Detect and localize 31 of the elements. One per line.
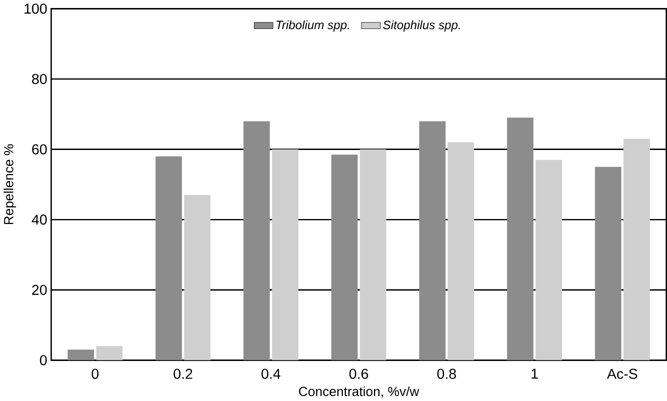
bar [68, 350, 94, 360]
y-tick-label: 80 [32, 74, 47, 84]
y-axis-title: Repellence % [4, 144, 16, 224]
bar [331, 154, 358, 360]
x-tick-label: 0.8 [437, 368, 456, 379]
bar [536, 160, 562, 360]
bar [243, 121, 270, 360]
y-tick-label: 0 [40, 354, 47, 366]
bar [184, 194, 210, 360]
legend-label: Sitophilus spp. [383, 20, 460, 32]
bar [360, 149, 386, 360]
x-tick-label: 0.4 [262, 368, 280, 379]
bar [448, 142, 474, 360]
bar [419, 121, 446, 360]
x-tick-label: 1 [532, 368, 538, 378]
x-axis-title: Concentration, %v/w [299, 386, 420, 398]
bar [96, 346, 123, 360]
bar [272, 149, 298, 360]
legend-label: Tribolium spp. [276, 20, 349, 32]
y-tick-label: 60 [32, 144, 47, 154]
y-tick-label: 40 [32, 214, 47, 224]
y-tick-label: 20 [32, 284, 47, 295]
x-tick-label: 0.2 [174, 368, 192, 379]
x-tick-label: Ac-S [606, 368, 638, 379]
bar [624, 138, 650, 360]
bar [507, 118, 534, 360]
x-tick-label: 0.6 [349, 368, 368, 379]
bar [156, 156, 182, 360]
bar [594, 166, 622, 360]
y-tick-label: 100 [24, 3, 47, 14]
x-tick-label: 0 [92, 368, 99, 379]
